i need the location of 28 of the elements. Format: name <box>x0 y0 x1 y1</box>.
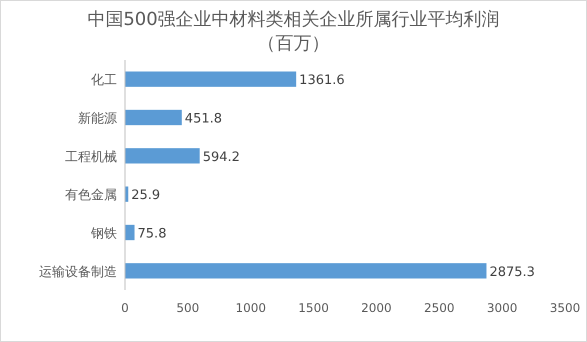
y-tick-label: 化工 <box>91 73 117 88</box>
bar <box>125 72 296 87</box>
y-tick-label: 有色金属 <box>65 188 117 204</box>
chart-subtitle: （百万） <box>258 33 330 54</box>
data-label: 2875.3 <box>489 264 535 280</box>
bar <box>125 263 486 278</box>
x-tick-label: 2500 <box>424 301 455 315</box>
bar <box>125 224 135 240</box>
chart-title: 中国500强企业中材料类相关企业所属行业平均利润 <box>87 9 500 30</box>
bar <box>125 110 182 126</box>
data-label: 1361.6 <box>299 73 345 88</box>
y-tick-label: 钢铁 <box>90 226 117 242</box>
y-tick-label: 工程机械 <box>65 150 117 165</box>
y-tick-label: 新能源 <box>78 112 117 126</box>
x-tick-label: 0 <box>121 301 129 315</box>
data-label: 75.8 <box>138 226 166 242</box>
data-label: 25.9 <box>131 188 160 204</box>
x-tick-label: 500 <box>176 301 200 315</box>
data-label: 451.8 <box>184 112 222 126</box>
bar <box>125 186 128 202</box>
x-tick-label: 3000 <box>486 301 518 315</box>
data-label: 594.2 <box>202 150 240 165</box>
x-tick-label: 3500 <box>550 301 580 315</box>
x-tick-label: 1500 <box>298 301 329 315</box>
y-tick-label: 运输设备制造 <box>39 264 117 280</box>
bar <box>125 148 200 164</box>
x-tick-label: 1000 <box>235 301 266 315</box>
x-tick-label: 2000 <box>361 301 392 315</box>
